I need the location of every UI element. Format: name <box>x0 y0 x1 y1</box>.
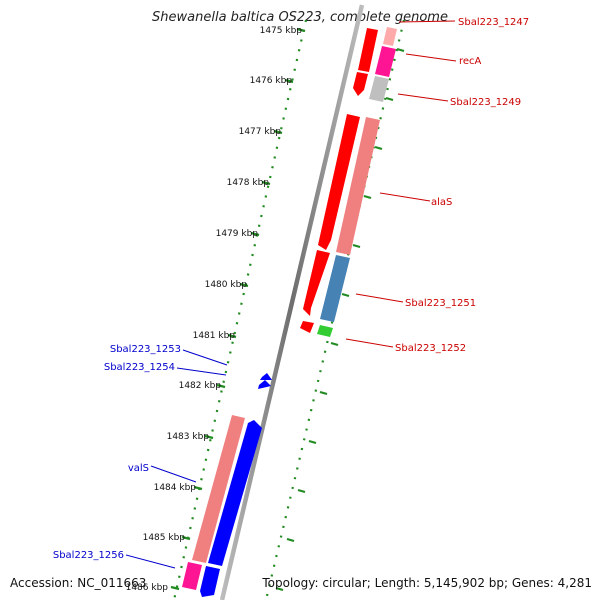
cds-vals[interactable] <box>208 420 262 566</box>
tick-label: 1482 kbp <box>179 381 222 391</box>
gene-label[interactable]: recA <box>459 56 482 67</box>
reverse-cds-track <box>182 373 272 597</box>
ruler-tick-labels: 1475 kbp 1476 kbp 1477 kbp 1478 kbp 1479… <box>126 26 303 593</box>
label-leaders <box>125 20 457 569</box>
tick-label: 1478 kbp <box>227 178 270 188</box>
gene-label[interactable]: Sbal223_1254 <box>104 362 175 373</box>
forward-gene-labels: Sbal223_1247 recA Sbal223_1249 alaS Sbal… <box>395 17 529 354</box>
tick-label: 1486 kbp <box>126 583 169 593</box>
gene-label[interactable]: valS <box>128 463 149 474</box>
forward-cds-track <box>300 27 397 337</box>
reverse-gene-labels: Sbal223_1253 Sbal223_1254 valS Sbal223_1… <box>53 344 181 561</box>
gene-label[interactable]: alaS <box>431 197 452 208</box>
tick-label: 1480 kbp <box>205 280 248 290</box>
cds-sbal223-1254[interactable] <box>258 380 271 389</box>
tick-label: 1481 kbp <box>193 331 236 341</box>
gene-label[interactable]: Sbal223_1249 <box>450 97 521 108</box>
rna-sbal223-1249[interactable] <box>369 76 389 102</box>
tick-label: 1475 kbp <box>260 26 303 36</box>
rna-sbal223-1256[interactable] <box>182 562 202 590</box>
map-title: Shewanella baltica OS223, complete genom… <box>152 10 448 25</box>
cds-sbal223-1253[interactable] <box>260 373 272 380</box>
gene-label[interactable]: Sbal223_1252 <box>395 343 466 354</box>
ruler-left-track <box>172 19 308 600</box>
rna-sbal223-1251[interactable] <box>320 255 350 322</box>
tick-label: 1485 kbp <box>143 533 186 543</box>
gene-label[interactable]: Sbal223_1256 <box>53 550 124 561</box>
tick-label: 1479 kbp <box>216 229 259 239</box>
cds-reca[interactable] <box>353 72 368 96</box>
rna-alas[interactable] <box>336 117 380 255</box>
gene-label[interactable]: Sbal223_1253 <box>110 344 181 355</box>
rna-reca[interactable] <box>375 46 396 77</box>
cds-sbal223-1252[interactable] <box>300 321 314 333</box>
cds-sbal223-1251[interactable] <box>303 250 330 316</box>
tick-label: 1483 kbp <box>167 432 210 442</box>
cds-sbal223-1256[interactable] <box>200 566 220 597</box>
tick-label: 1476 kbp <box>250 76 293 86</box>
backbone <box>219 4 365 600</box>
accession-text: Accession: NC_011663 <box>10 576 147 590</box>
cds-alas[interactable] <box>318 114 360 250</box>
rna-sbal223-1252[interactable] <box>317 325 333 337</box>
tick-label: 1477 kbp <box>239 127 282 137</box>
summary-text: Topology: circular; Length: 5,145,902 bp… <box>262 576 592 590</box>
rna-vals[interactable] <box>192 415 245 563</box>
cds-sbal223-1247[interactable] <box>358 28 378 72</box>
rna-sbal223-1247[interactable] <box>383 27 397 46</box>
gene-label[interactable]: Sbal223_1251 <box>405 298 476 309</box>
ruler-ticks-right <box>275 47 405 592</box>
tick-label: 1484 kbp <box>154 483 197 493</box>
ruler-ticks-left <box>170 27 306 591</box>
gene-label[interactable]: Sbal223_1247 <box>458 17 529 28</box>
